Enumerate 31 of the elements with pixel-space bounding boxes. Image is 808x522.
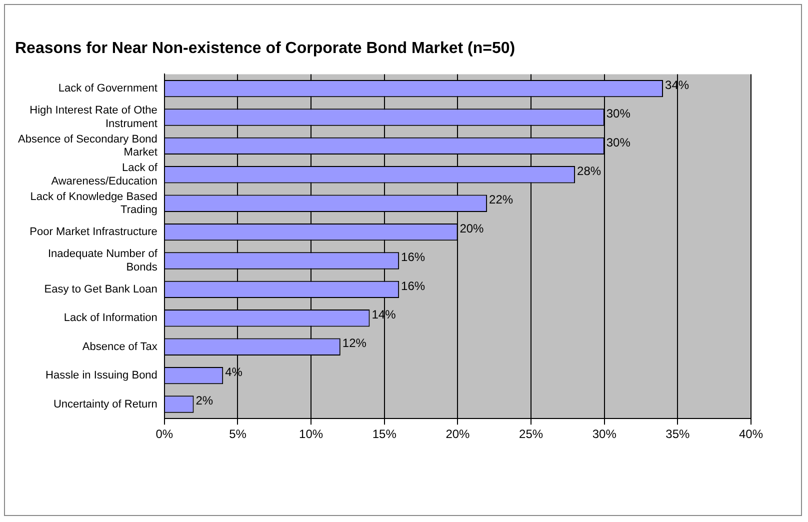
x-tick-label: 15% (372, 427, 397, 442)
data-label: 30% (606, 135, 631, 150)
y-tick-label: Absence of Tax (82, 340, 158, 353)
x-tick-label: 25% (519, 427, 544, 442)
y-tick-label: Absence of Secondary Bond Market (18, 133, 158, 159)
x-tick-label: 30% (592, 427, 617, 442)
y-tick-label: Lack of Government (58, 82, 158, 95)
data-label: 12% (342, 336, 367, 350)
x-tick-label: 5% (229, 427, 247, 442)
data-label: 30% (606, 106, 631, 121)
x-tick-label: 20% (446, 427, 470, 442)
y-tick-label: Uncertainty of Return (53, 398, 158, 410)
x-tick-label: 10% (299, 427, 324, 442)
y-tick-label: Lack of Awareness/Education (51, 162, 158, 188)
x-tick-label: 40% (738, 427, 764, 442)
data-label: 22% (489, 192, 514, 207)
y-tick-label: Easy to Get Bank Loan (44, 283, 158, 296)
chart-title: Reasons for Near Non-existence of Corporate Bond Market (n=50) (15, 40, 516, 58)
y-tick-label: Lack of Information (64, 312, 158, 324)
y-tick-label: Hassle in Issuing Bond (46, 370, 158, 382)
x-tick-label: 0% (156, 427, 174, 442)
data-label: 16% (401, 250, 426, 264)
data-label: 16% (401, 278, 426, 293)
y-tick-label: High Interest Rate of Othe Instrument (30, 104, 158, 130)
data-label: 2% (196, 394, 214, 408)
data-label: 20% (460, 221, 484, 236)
y-tick-label: Inadequate Number of Bonds (48, 248, 158, 274)
data-label: 28% (577, 164, 602, 178)
y-tick-label: Poor Market Infrastructure (30, 226, 158, 238)
x-tick-label: 35% (666, 427, 690, 442)
y-tick-label: Lack of Knowledge Based Trading (30, 190, 158, 216)
